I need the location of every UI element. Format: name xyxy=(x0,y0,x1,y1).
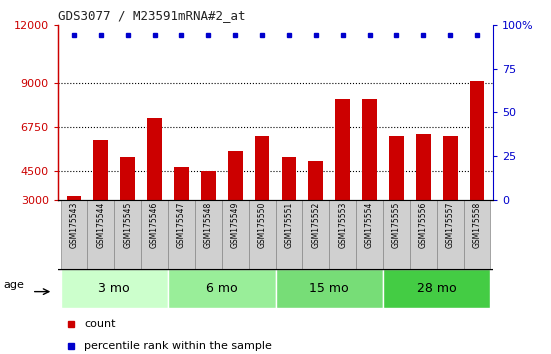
Text: GSM175545: GSM175545 xyxy=(123,202,132,249)
Bar xyxy=(443,136,457,200)
Text: 6 mo: 6 mo xyxy=(206,282,237,295)
Bar xyxy=(168,269,276,308)
Text: 15 mo: 15 mo xyxy=(310,282,349,295)
Text: GSM175557: GSM175557 xyxy=(446,202,455,249)
Text: 28 mo: 28 mo xyxy=(417,282,457,295)
Bar xyxy=(329,200,356,269)
Text: GSM175550: GSM175550 xyxy=(257,202,267,249)
Text: GSM175553: GSM175553 xyxy=(338,202,347,249)
Bar xyxy=(309,161,323,200)
Text: GSM175543: GSM175543 xyxy=(69,202,78,249)
Text: GSM175544: GSM175544 xyxy=(96,202,105,249)
Bar xyxy=(120,157,135,200)
Bar xyxy=(114,200,141,269)
Bar xyxy=(282,157,296,200)
Bar xyxy=(228,152,242,200)
Bar xyxy=(276,269,383,308)
Bar xyxy=(469,81,484,200)
Text: GSM175546: GSM175546 xyxy=(150,202,159,249)
Bar xyxy=(416,134,431,200)
Text: percentile rank within the sample: percentile rank within the sample xyxy=(84,341,272,350)
Bar xyxy=(88,200,114,269)
Bar xyxy=(410,200,437,269)
Text: GSM175555: GSM175555 xyxy=(392,202,401,249)
Text: age: age xyxy=(3,280,24,290)
Bar xyxy=(222,200,249,269)
Bar xyxy=(276,200,302,269)
Bar xyxy=(174,167,189,200)
Text: count: count xyxy=(84,319,116,329)
Text: GSM175551: GSM175551 xyxy=(284,202,294,248)
Bar xyxy=(463,200,490,269)
Bar xyxy=(255,136,269,200)
Bar xyxy=(383,200,410,269)
Bar xyxy=(61,269,168,308)
Text: 3 mo: 3 mo xyxy=(99,282,130,295)
Text: GSM175556: GSM175556 xyxy=(419,202,428,249)
Text: GDS3077 / M23591mRNA#2_at: GDS3077 / M23591mRNA#2_at xyxy=(58,9,245,22)
Text: GSM175548: GSM175548 xyxy=(204,202,213,248)
Bar xyxy=(195,200,222,269)
Bar xyxy=(61,200,88,269)
Text: GSM175558: GSM175558 xyxy=(473,202,482,248)
Bar xyxy=(94,139,108,200)
Bar xyxy=(302,200,329,269)
Text: GSM175554: GSM175554 xyxy=(365,202,374,249)
Bar xyxy=(356,200,383,269)
Bar xyxy=(249,200,276,269)
Bar xyxy=(67,196,82,200)
Bar xyxy=(147,118,162,200)
Text: GSM175547: GSM175547 xyxy=(177,202,186,249)
Bar xyxy=(437,200,463,269)
Bar xyxy=(336,99,350,200)
Bar xyxy=(383,269,490,308)
Bar xyxy=(168,200,195,269)
Bar xyxy=(141,200,168,269)
Text: GSM175552: GSM175552 xyxy=(311,202,320,248)
Bar xyxy=(389,136,404,200)
Text: GSM175549: GSM175549 xyxy=(231,202,240,249)
Bar xyxy=(362,99,377,200)
Bar xyxy=(201,171,215,200)
